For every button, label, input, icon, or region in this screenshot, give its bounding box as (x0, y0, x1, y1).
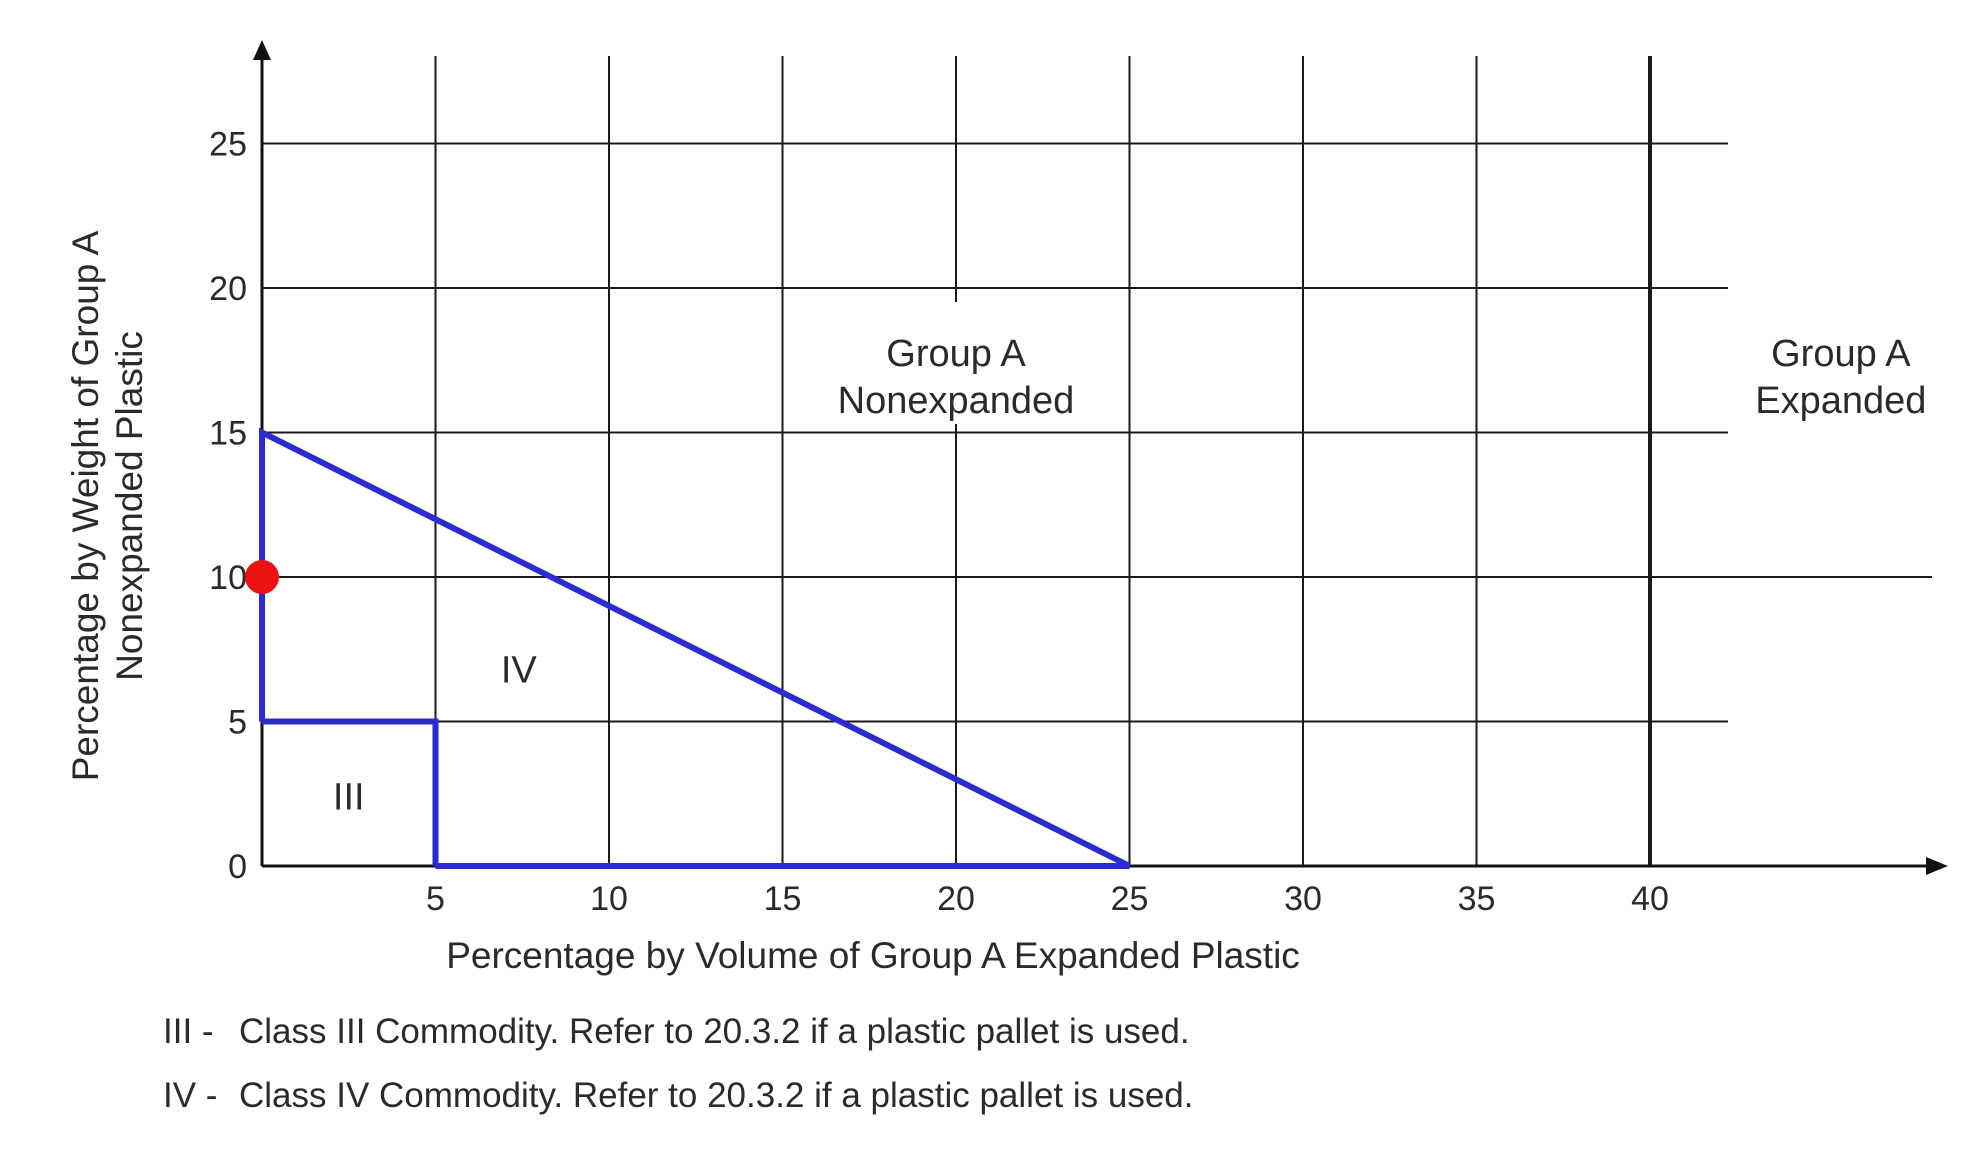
y-tick-label: 25 (209, 126, 247, 164)
x-axis-arrow-icon (1926, 857, 1948, 875)
y-tick-label: 5 (228, 704, 247, 742)
note-code: III - (163, 1012, 214, 1051)
region-title-line: Group A (886, 333, 1026, 375)
note-code: IV - (163, 1076, 218, 1115)
x-tick-label: 40 (1631, 880, 1669, 918)
region-boundary-series-0 (262, 718, 439, 866)
x-tick-label: 35 (1458, 880, 1496, 918)
y-axis-title: Percentage by Weight of Group A (65, 230, 106, 781)
region-title-line: Nonexpanded (838, 380, 1075, 422)
region-label: III (333, 777, 365, 819)
y-tick-label: 20 (209, 270, 247, 308)
y-tick-label: 15 (209, 415, 247, 453)
region-label: IV (501, 649, 538, 691)
y-axis-title: Nonexpanded Plastic (109, 331, 150, 681)
y-tick-label: 0 (228, 848, 247, 886)
note-text: Class III Commodity. Refer to 20.3.2 if … (239, 1012, 1190, 1051)
note-class-iv: IV - Class IV Commodity. Refer to 20.3.2 … (163, 1074, 1194, 1138)
region-title-line: Expanded (1755, 380, 1926, 422)
note-text: Class IV Commodity. Refer to 20.3.2 if a… (239, 1076, 1194, 1115)
y-tick-label: 10 (209, 559, 247, 597)
x-tick-label: 20 (937, 880, 975, 918)
note-class-iii: III - Class III Commodity. Refer to 20.3.… (163, 1010, 1194, 1074)
label-background (800, 302, 1090, 424)
x-axis-title: Percentage by Volume of Group A Expanded… (446, 935, 1300, 976)
region-boundary-series-1 (259, 427, 1131, 869)
x-tick-label: 10 (590, 880, 628, 918)
x-tick-label: 15 (764, 880, 802, 918)
x-tick-label: 30 (1284, 880, 1322, 918)
y-axis-arrow-icon (253, 40, 271, 60)
legend-notes: III - Class III Commodity. Refer to 20.3.… (163, 1010, 1194, 1138)
x-tick-label: 25 (1111, 880, 1149, 918)
x-tick-label: 5 (426, 880, 445, 918)
highlight-point (245, 560, 279, 594)
region-title-line: Group A (1771, 333, 1911, 375)
